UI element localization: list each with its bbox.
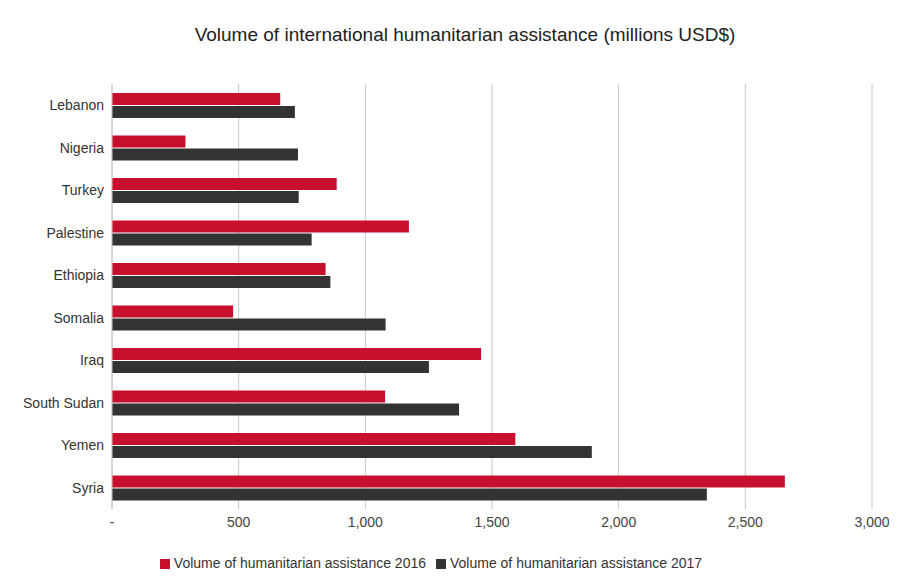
svg-text:2,500: 2,500	[728, 514, 763, 530]
svg-text:Nigeria: Nigeria	[60, 140, 105, 156]
svg-text:South Sudan: South Sudan	[23, 395, 104, 411]
svg-text:Somalia: Somalia	[53, 310, 104, 326]
svg-text:2,000: 2,000	[601, 514, 636, 530]
svg-text:500: 500	[227, 514, 251, 530]
svg-text:Lebanon: Lebanon	[49, 97, 104, 113]
svg-text:Palestine: Palestine	[46, 225, 104, 241]
svg-text:1,000: 1,000	[348, 514, 383, 530]
svg-text:Turkey: Turkey	[62, 182, 104, 198]
svg-text:1,500: 1,500	[474, 514, 509, 530]
svg-text:-: -	[110, 514, 115, 530]
html-text:Volume of humanitarian assista: Volume of humanitarian assistance 2016	[173, 555, 426, 571]
svg-text:Yemen: Yemen	[61, 437, 104, 453]
svg-text:Iraq: Iraq	[80, 352, 104, 368]
html-text:Volume of humanitarian assista: Volume of humanitarian assistance 2017	[450, 555, 703, 571]
svg-text:Ethiopia: Ethiopia	[53, 267, 104, 283]
html-text:Volume of international humani: Volume of international humanitarian ass…	[194, 24, 736, 45]
svg-text:3,000: 3,000	[854, 514, 889, 530]
svg-text:Syria: Syria	[72, 480, 104, 496]
